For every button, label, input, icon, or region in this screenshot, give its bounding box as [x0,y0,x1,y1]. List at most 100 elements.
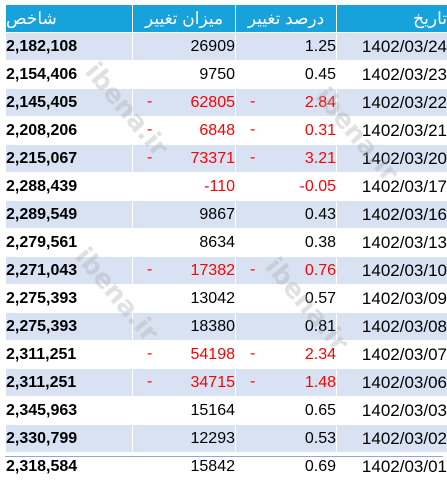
index-history-table: شاخص میزان تغییر درصد تغییر تاریخ 2,182,… [5,4,447,481]
date-cell: 1402/03/09 [337,285,447,313]
change-amount-cell: 9867 [133,201,236,229]
change-amount-value: 9867 [199,206,235,223]
date-cell: 1402/03/20 [337,145,447,173]
change-percent-cell: 0.81 [236,313,337,341]
index-value-cell: 2,275,393 [6,285,133,313]
change-percent-value: 0.57 [305,290,336,307]
date-cell: 1402/03/10 [337,257,447,285]
change-amount-cell: - 34715 [133,369,236,397]
date-cell: 1402/03/13 [337,229,447,257]
change-amount-cell: - 17382 [133,257,236,285]
change-percent-value: 0.53 [305,430,336,447]
negative-sign: - [147,261,152,279]
change-amount-value: 8634 [199,234,235,251]
change-percent-value: 0.65 [305,402,336,419]
change-amount-value: 18380 [191,318,236,335]
change-percent-value: 2.34 [305,346,336,363]
change-amount-value: 26909 [191,38,236,55]
negative-sign: - [147,373,152,391]
change-percent-cell: -0.76 [236,257,337,285]
change-amount-cell: 13042 [133,285,236,313]
index-value-cell: 2,311,251 [6,369,133,397]
change-percent-value: 2.84 [305,94,336,111]
negative-sign: - [250,345,255,363]
change-amount-cell: 9750 [133,61,236,89]
index-value-cell: 2,182,108 [6,33,133,61]
change-percent-value: 0.38 [305,234,336,251]
change-amount-cell: - 54198 [133,341,236,369]
change-amount-cell: 18380 [133,313,236,341]
index-value-cell: 2,345,963 [6,397,133,425]
index-value-cell: 2,215,067 [6,145,133,173]
negative-sign: - [250,93,255,111]
change-amount-value: 12293 [191,430,236,447]
change-amount-value: 54198 [191,346,236,363]
change-percent-value: 0.69 [305,458,336,475]
change-percent-value: 0.43 [305,206,336,223]
date-cell: 1402/03/24 [337,33,447,61]
change-amount-value: 34715 [191,374,236,391]
negative-sign: - [147,121,152,139]
date-cell: 1402/03/16 [337,201,447,229]
negative-sign: - [250,261,255,279]
change-amount-cell: 15164 [133,397,236,425]
change-amount-value: 15842 [191,458,236,475]
date-cell: 1402/03/08 [337,313,447,341]
change-percent-value: 1.25 [305,38,336,55]
change-amount-cell: -110 [133,173,236,201]
change-percent-cell: - 1.48 [236,369,337,397]
change-percent-cell: -0.05 [236,173,337,201]
change-percent-value: 3.21 [305,150,336,167]
change-percent-cell: 0.57 [236,285,337,313]
index-value-cell: 2,208,206 [6,117,133,145]
negative-sign: - [250,121,255,139]
header-index: شاخص [6,5,133,33]
index-value-cell: 2,288,439 [6,173,133,201]
change-percent-cell: - 2.34 [236,341,337,369]
change-percent-cell: 1.25 [236,33,337,61]
change-percent-value: 1.48 [305,374,336,391]
date-cell: 1402/03/03 [337,397,447,425]
date-cell: 1402/03/23 [337,61,447,89]
index-value-cell: 2,279,561 [6,229,133,257]
index-value-cell: 2,145,405 [6,89,133,117]
change-amount-value: -110 [204,178,235,195]
header-row: شاخص میزان تغییر درصد تغییر تاریخ [6,5,447,33]
header-date: تاریخ [337,5,447,33]
change-percent-value: 0.45 [305,66,336,83]
index-value-cell: 2,289,549 [6,201,133,229]
index-value-cell: 2,275,393 [6,313,133,341]
date-cell: 1402/03/21 [337,117,447,145]
change-percent-cell: -3.21 [236,145,337,173]
change-percent-cell: -0.31 [236,117,337,145]
change-percent-cell: 0.65 [236,397,337,425]
index-value-cell: 2,330,799 [6,425,133,453]
change-amount-cell: - 73371 [133,145,236,173]
header-change-amount: میزان تغییر [133,5,236,33]
negative-sign: - [147,345,152,363]
change-amount-value: 15164 [191,402,236,419]
change-amount-value: 6848 [199,122,235,139]
change-amount-value: 17382 [191,262,236,279]
negative-sign: - [250,373,255,391]
negative-sign: - [147,149,152,167]
change-amount-cell: 12293 [133,425,236,453]
negative-sign: - [147,93,152,111]
change-percent-cell: - 2.84 [236,89,337,117]
change-amount-value: 9750 [199,66,235,83]
change-amount-value: 73371 [191,150,236,167]
change-percent-cell: 0.53 [236,425,337,453]
change-amount-value: 13042 [191,290,236,307]
